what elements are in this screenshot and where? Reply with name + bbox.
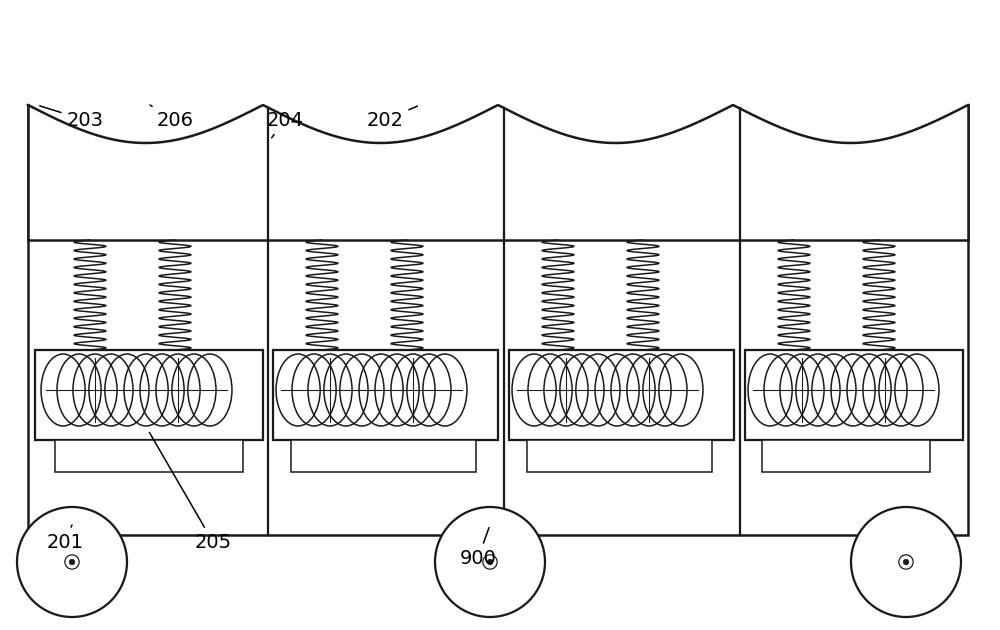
- Bar: [745, 350, 963, 440]
- Bar: [35, 350, 263, 440]
- Bar: [28, 105, 968, 535]
- Circle shape: [899, 555, 913, 569]
- Text: 202: 202: [366, 106, 417, 130]
- Text: 206: 206: [150, 105, 194, 130]
- Text: 204: 204: [266, 110, 304, 138]
- Circle shape: [65, 555, 79, 569]
- Circle shape: [69, 559, 75, 564]
- Circle shape: [903, 559, 909, 564]
- Bar: [509, 350, 734, 440]
- Bar: [291, 440, 476, 472]
- Text: 201: 201: [46, 525, 84, 551]
- Bar: [527, 440, 712, 472]
- Circle shape: [17, 507, 127, 617]
- Text: 900: 900: [460, 527, 496, 568]
- Text: 205: 205: [149, 432, 232, 551]
- Polygon shape: [28, 62, 968, 143]
- Circle shape: [483, 555, 497, 569]
- Bar: [273, 350, 498, 440]
- Bar: [28, 105, 968, 240]
- Text: 203: 203: [40, 106, 104, 130]
- Circle shape: [435, 507, 545, 617]
- Circle shape: [487, 559, 493, 564]
- Circle shape: [851, 507, 961, 617]
- Bar: [55, 440, 243, 472]
- Bar: [762, 440, 930, 472]
